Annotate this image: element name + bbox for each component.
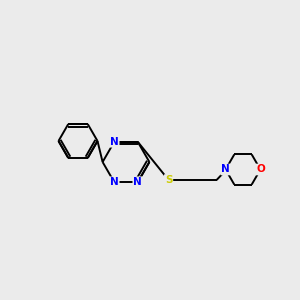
Text: S: S xyxy=(165,175,172,185)
Text: N: N xyxy=(110,137,119,147)
Text: N: N xyxy=(110,177,119,187)
Text: N: N xyxy=(221,164,230,175)
Text: O: O xyxy=(256,164,265,175)
Text: N: N xyxy=(133,177,142,187)
